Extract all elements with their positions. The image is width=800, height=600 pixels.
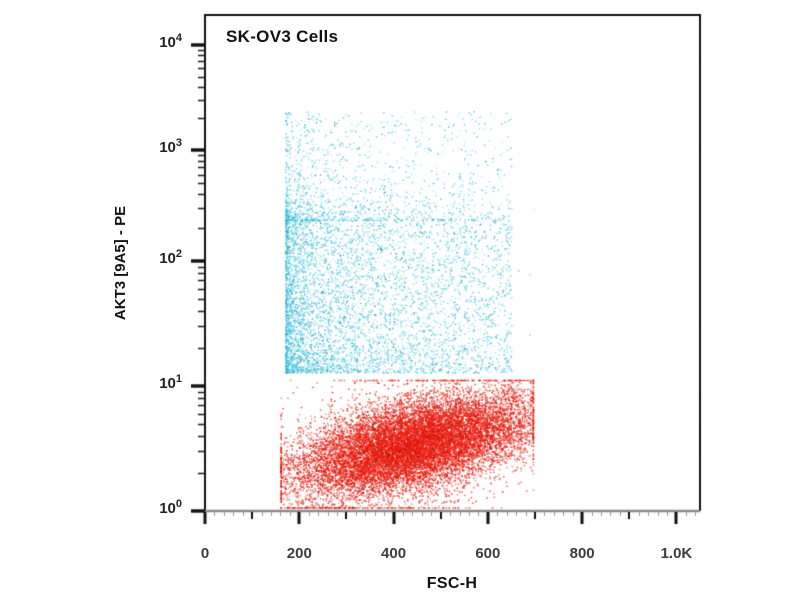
y-tick-label: 102 — [159, 248, 182, 268]
y-tick-label: 104 — [159, 32, 182, 51]
x-tick-label: 0 — [200, 545, 210, 562]
y-axis-label: AKT3 [9A5] - PE — [112, 205, 129, 321]
plot-title: SK-OV3 Cells — [226, 27, 339, 46]
x-axis-label: FSC-H — [426, 575, 478, 592]
x-tick-label: 800 — [569, 545, 595, 562]
y-tick-label: 103 — [159, 136, 182, 156]
x-tick-label: 200 — [286, 545, 312, 562]
y-tick-label: 100 — [159, 498, 182, 517]
x-tick-label: 600 — [475, 545, 501, 562]
y-tick-label: 101 — [159, 373, 182, 392]
x-tick-label: 400 — [381, 545, 407, 562]
x-tick-label: 1.0K — [660, 545, 693, 562]
